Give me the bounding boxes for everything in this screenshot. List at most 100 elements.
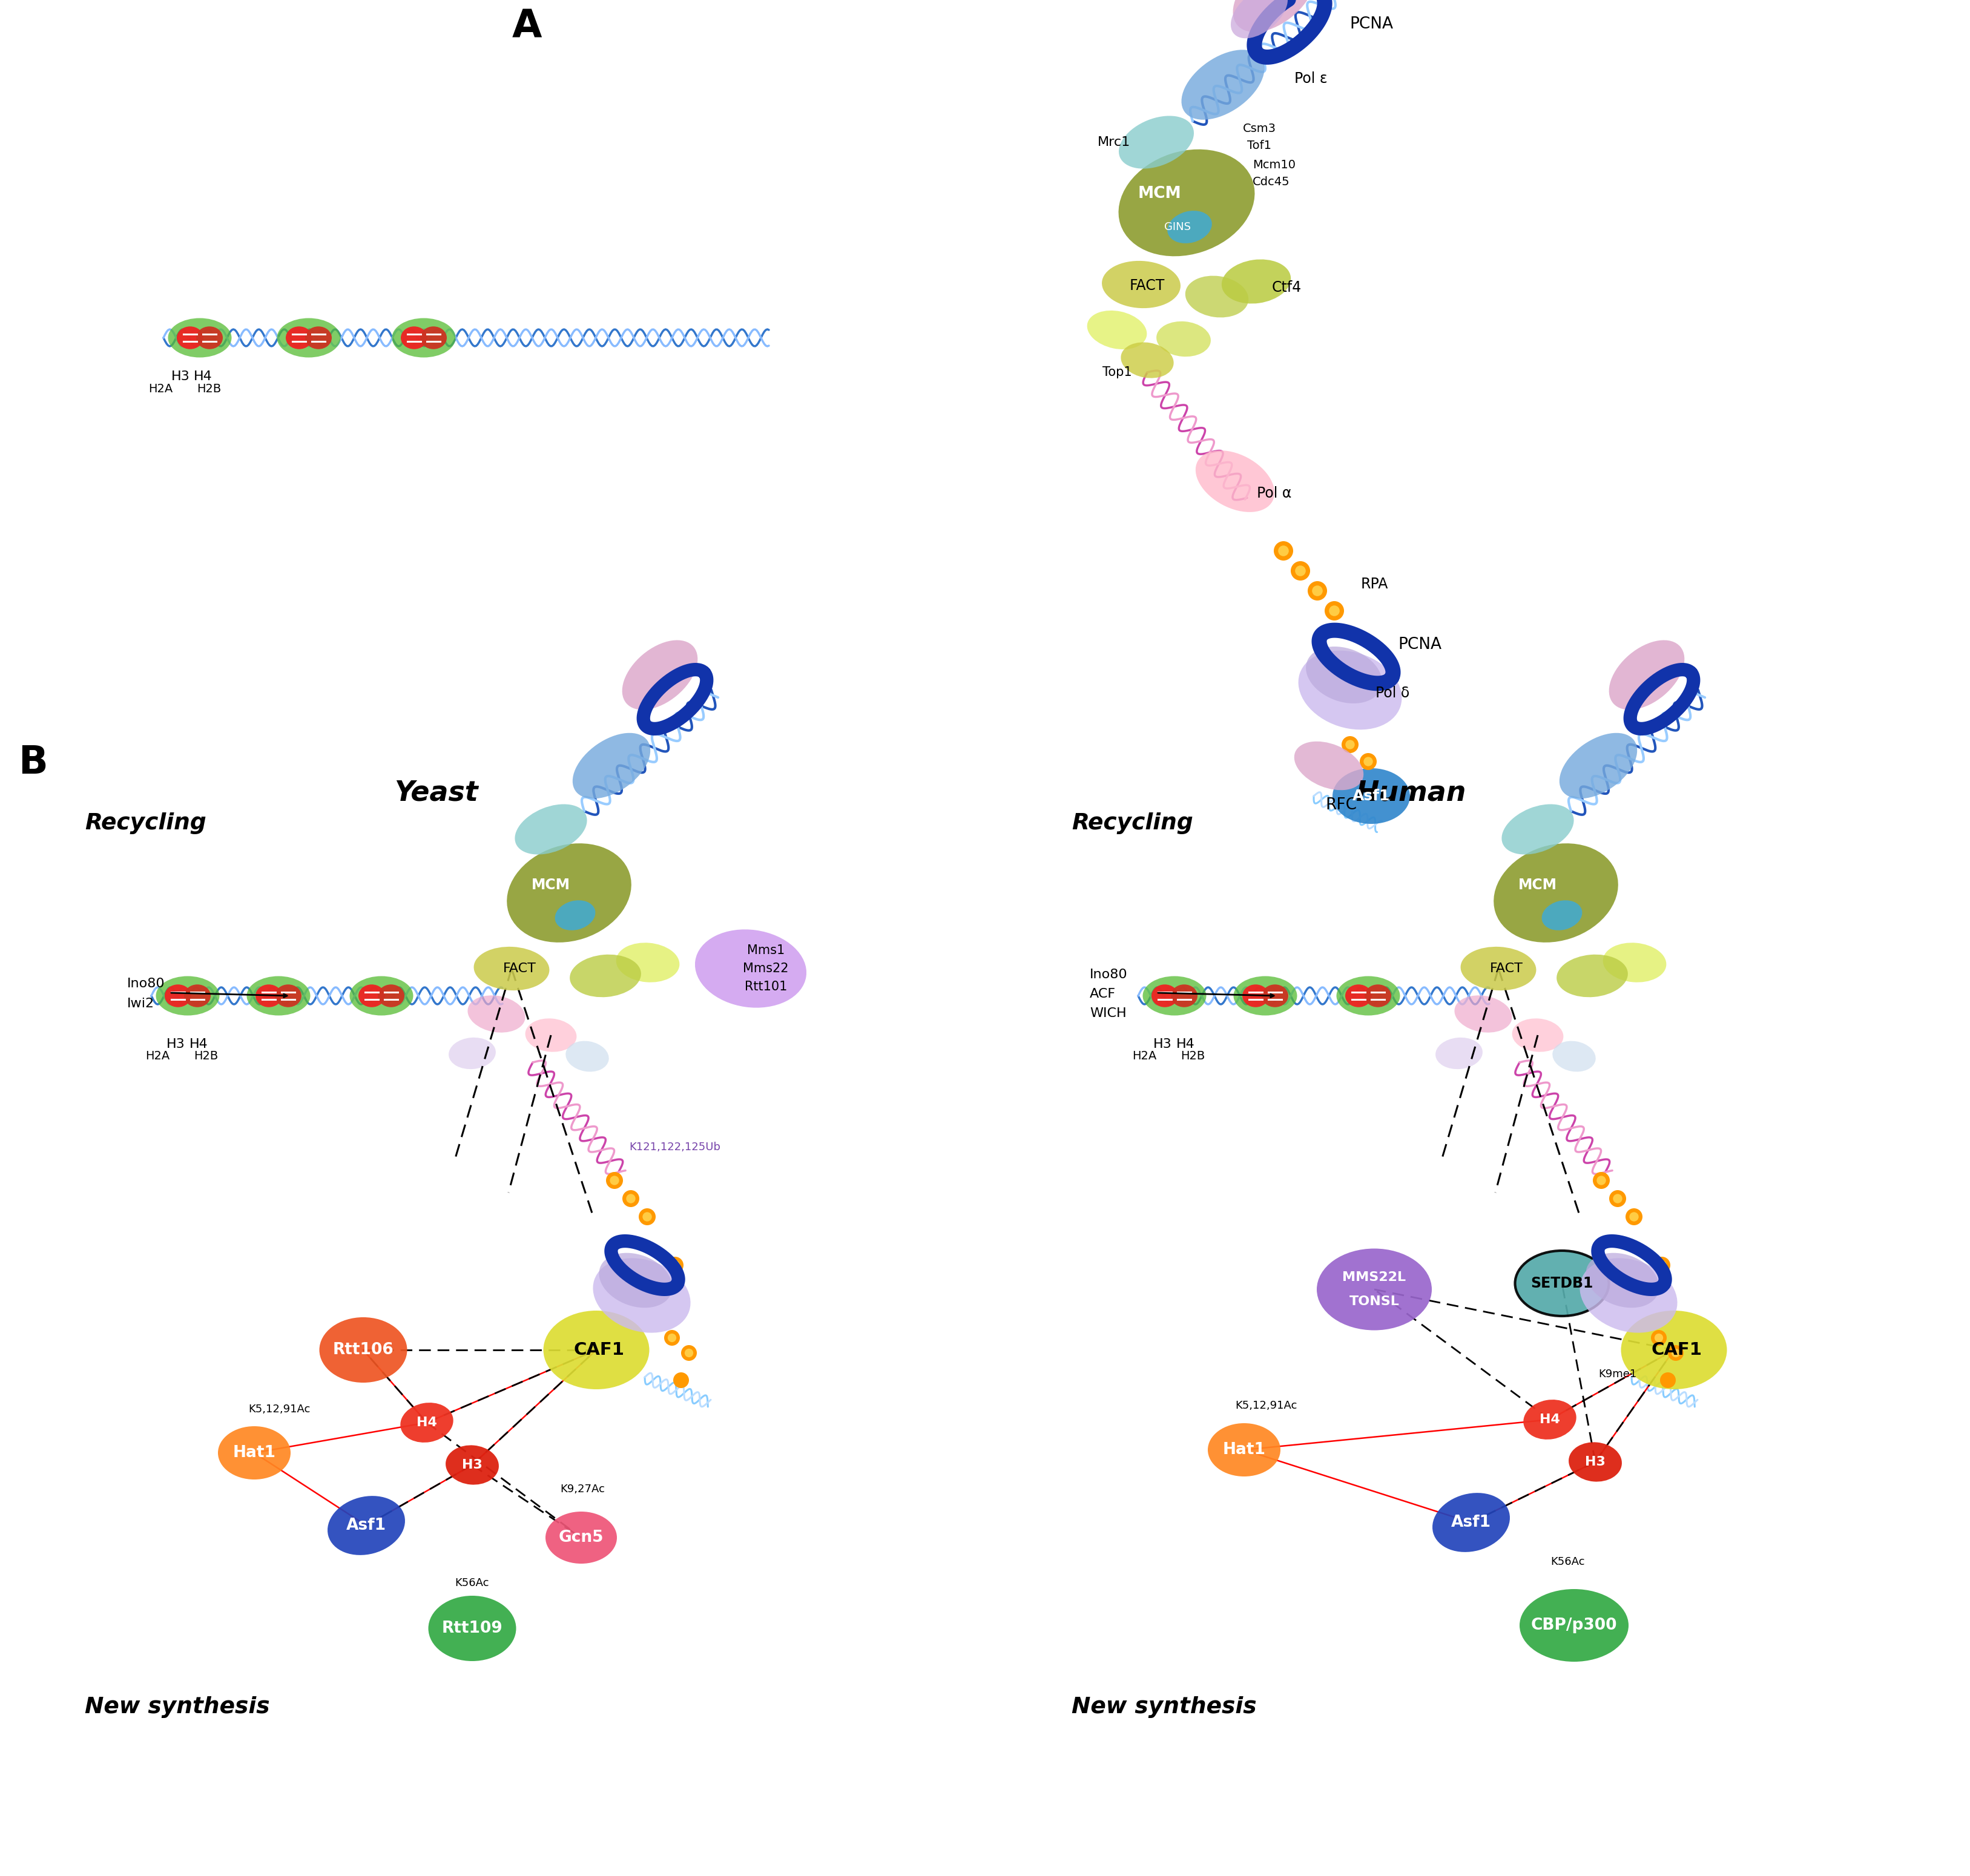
Circle shape (1346, 739, 1353, 749)
Ellipse shape (167, 319, 232, 358)
Text: Yeast: Yeast (394, 779, 477, 807)
Text: H2A: H2A (1131, 1051, 1156, 1062)
Circle shape (623, 1189, 638, 1206)
Text: Pol ε: Pol ε (1294, 71, 1328, 86)
Ellipse shape (420, 326, 447, 349)
Ellipse shape (1515, 1251, 1608, 1317)
Text: CBP/p300: CBP/p300 (1531, 1617, 1617, 1634)
Circle shape (1629, 1212, 1639, 1221)
Text: ACF: ACF (1089, 989, 1115, 1000)
Text: PCNA: PCNA (1349, 17, 1393, 32)
Text: H2B: H2B (197, 383, 221, 394)
Text: Mms1: Mms1 (747, 944, 784, 957)
Ellipse shape (1306, 647, 1381, 704)
Ellipse shape (256, 985, 282, 1007)
Ellipse shape (506, 844, 630, 942)
Text: K56Ac: K56Ac (455, 1578, 489, 1589)
Circle shape (1596, 1176, 1606, 1186)
Ellipse shape (319, 1317, 408, 1383)
Ellipse shape (1558, 734, 1637, 799)
Text: Pol δ: Pol δ (1375, 687, 1409, 700)
Circle shape (1667, 1345, 1682, 1360)
Text: H4: H4 (189, 1037, 207, 1051)
Ellipse shape (1454, 996, 1511, 1032)
Text: MCM: MCM (1519, 878, 1556, 893)
Ellipse shape (1519, 1589, 1627, 1662)
Ellipse shape (573, 734, 650, 799)
Ellipse shape (349, 976, 414, 1015)
Circle shape (1312, 585, 1322, 597)
Ellipse shape (695, 929, 806, 1007)
Text: Mms22: Mms22 (743, 962, 788, 976)
Ellipse shape (1166, 210, 1212, 244)
Ellipse shape (1556, 955, 1627, 998)
Text: Csm3: Csm3 (1243, 122, 1275, 133)
Text: FACT: FACT (502, 962, 536, 976)
Circle shape (682, 1345, 697, 1360)
Circle shape (1653, 1257, 1671, 1274)
Ellipse shape (1621, 1311, 1726, 1390)
Ellipse shape (1460, 947, 1537, 991)
Text: K9me1: K9me1 (1598, 1369, 1635, 1379)
Ellipse shape (445, 1445, 498, 1484)
Ellipse shape (1493, 844, 1617, 942)
Circle shape (607, 1172, 623, 1189)
Text: H4: H4 (416, 1416, 437, 1430)
Ellipse shape (1608, 640, 1684, 709)
Text: H3: H3 (461, 1460, 483, 1471)
Circle shape (1651, 1330, 1667, 1345)
Text: Gcn5: Gcn5 (558, 1529, 603, 1546)
Ellipse shape (1602, 944, 1667, 983)
Text: Ctf4: Ctf4 (1271, 280, 1300, 295)
Text: Rtt101: Rtt101 (745, 981, 786, 992)
Ellipse shape (617, 944, 680, 983)
Text: H3: H3 (1152, 1037, 1172, 1051)
Ellipse shape (1121, 341, 1174, 379)
Circle shape (668, 1334, 676, 1341)
Ellipse shape (156, 976, 219, 1015)
Ellipse shape (1119, 116, 1194, 169)
Circle shape (1273, 540, 1292, 561)
Text: K121,122,125Ub: K121,122,125Ub (628, 1142, 721, 1152)
Text: Pol α: Pol α (1257, 486, 1292, 501)
Circle shape (642, 1212, 652, 1221)
Ellipse shape (473, 947, 550, 991)
Ellipse shape (1261, 985, 1288, 1007)
Circle shape (1659, 1373, 1674, 1388)
Text: H2B: H2B (1180, 1051, 1204, 1062)
Ellipse shape (1294, 741, 1363, 790)
Ellipse shape (197, 326, 223, 349)
Text: H3: H3 (171, 370, 189, 383)
Circle shape (1609, 1189, 1625, 1206)
Ellipse shape (246, 976, 309, 1015)
Text: MCM: MCM (1137, 186, 1180, 201)
Ellipse shape (1434, 1037, 1481, 1069)
Ellipse shape (1143, 976, 1206, 1015)
Ellipse shape (183, 985, 211, 1007)
Ellipse shape (219, 1426, 290, 1480)
Ellipse shape (1208, 1424, 1280, 1476)
Text: H3: H3 (165, 1037, 185, 1051)
Text: B: B (18, 745, 47, 782)
Text: Ino80: Ino80 (128, 977, 165, 991)
Text: CAF1: CAF1 (1651, 1341, 1702, 1358)
Circle shape (626, 1193, 634, 1203)
Circle shape (1308, 582, 1326, 600)
Ellipse shape (327, 1495, 406, 1555)
Ellipse shape (1298, 651, 1401, 730)
Ellipse shape (546, 1512, 617, 1563)
Ellipse shape (400, 1403, 453, 1443)
Text: Hat1: Hat1 (232, 1445, 276, 1461)
Text: Top1: Top1 (1101, 366, 1131, 379)
Circle shape (1613, 1193, 1621, 1203)
Circle shape (1657, 1261, 1667, 1270)
Text: FACT: FACT (1489, 962, 1523, 976)
Circle shape (1294, 565, 1306, 576)
Ellipse shape (1184, 276, 1249, 317)
Ellipse shape (569, 955, 640, 998)
Text: MCM: MCM (532, 878, 569, 893)
Ellipse shape (449, 1037, 496, 1069)
Text: K5,12,91Ac: K5,12,91Ac (1235, 1399, 1296, 1411)
Text: New synthesis: New synthesis (1072, 1696, 1257, 1718)
Text: H2A: H2A (146, 1051, 169, 1062)
